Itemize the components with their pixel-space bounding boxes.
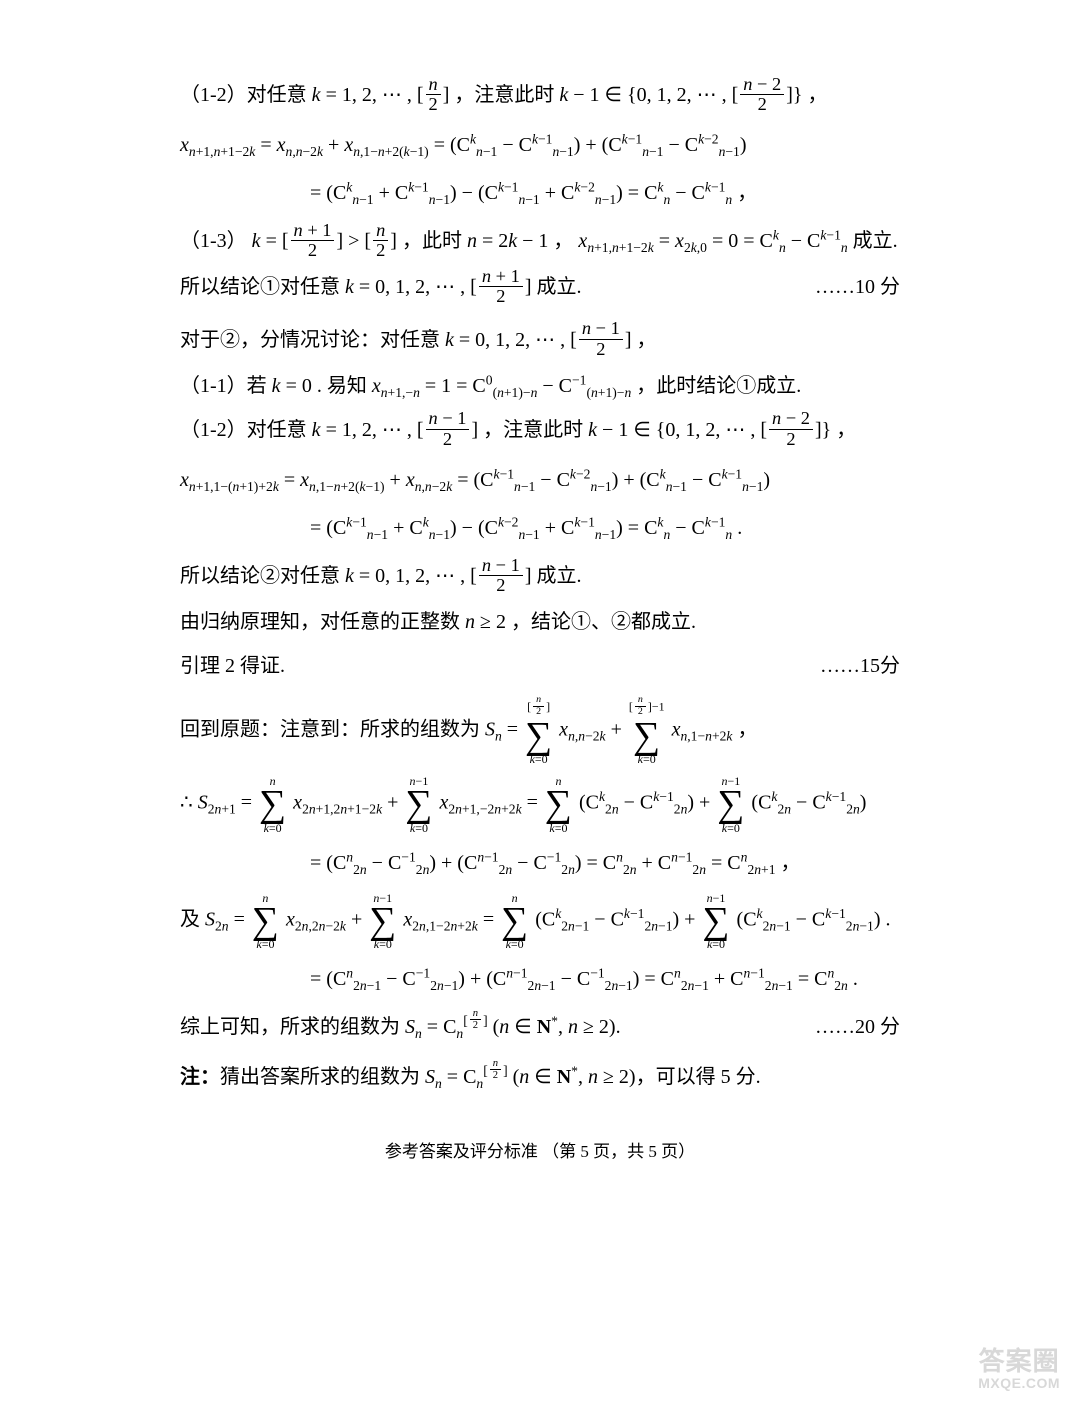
- proof-note: 注：猜出答案所求的组数为 Sn = Cn[n2] (n ∈ N*, n ≥ 2)…: [180, 1058, 900, 1096]
- proof-line: 所以结论②对任意 k = 0, 1, 2, ⋯ , [n − 12] 成立.: [180, 557, 900, 597]
- watermark-en: MXQE.COM: [978, 1376, 1060, 1391]
- watermark: 答案圈 MXQE.COM: [978, 1347, 1060, 1391]
- proof-line: （1-2）对任意 k = 1, 2, ⋯ , [n2] ，注意此时 k − 1 …: [180, 76, 900, 116]
- proof-line: 由归纳原理知，对任意的正整数 n ≥ 2 ，结论①、②都成立.: [180, 603, 900, 641]
- proof-equation-cont: = (Ckn−1 + Ck−1n−1) − (Ck−1n−1 + Ck−2n−1…: [180, 174, 900, 212]
- proof-equation: xn+1,1−(n+1)+2k = xn,1−n+2(k−1) + xn,n−2…: [180, 461, 900, 499]
- proof-line: 引理 2 得证. ……15分: [180, 647, 900, 685]
- proof-line: （1-3） k = [n + 12] > [n2] ，此时 n = 2k − 1…: [180, 222, 900, 262]
- proof-line: 综上可知，所求的组数为 Sn = Cn[n2] (n ∈ N*, n ≥ 2).…: [180, 1008, 900, 1046]
- proof-line: 回到原题：注意到：所求的组数为 Sn = [n2]∑k=0 xn,n−2k + …: [180, 697, 900, 765]
- score-marker-15: ……15分: [820, 647, 900, 685]
- proof-equation-cont: = (Ck−1n−1 + Ckn−1) − (Ck−2n−1 + Ck−1n−1…: [180, 509, 900, 547]
- score-marker-10: ……10 分: [815, 268, 900, 306]
- proof-line: （1-1）若 k = 0 . 易知 xn+1,−n = 1 = C0(n+1)−…: [180, 367, 900, 405]
- proof-line: （1-2）对任意 k = 1, 2, ⋯ , [n − 12] ，注意此时 k …: [180, 411, 900, 451]
- proof-line: 对于②，分情况讨论：对任意 k = 0, 1, 2, ⋯ , [n − 12] …: [180, 321, 900, 361]
- watermark-cn: 答案圈: [978, 1347, 1060, 1376]
- proof-equation: 及 S2n = n∑k=0 x2n,2n−2k + n−1∑k=0 x2n,1−…: [180, 892, 900, 950]
- page-footer: 参考答案及评分标准 （第 5 页，共 5 页）: [180, 1136, 900, 1168]
- score-marker-20: ……20 分: [815, 1008, 900, 1046]
- proof-equation-cont: = (Cn2n − C−12n) + (Cn−12n − C−12n) = Cn…: [180, 844, 900, 882]
- proof-line: 所以结论①对任意 k = 0, 1, 2, ⋯ , [n + 12] 成立. ……: [180, 268, 900, 308]
- proof-equation: xn+1,n+1−2k = xn,n−2k + xn,1−n+2(k−1) = …: [180, 126, 900, 164]
- proof-equation-cont: = (Cn2n−1 − C−12n−1) + (Cn−12n−1 − C−12n…: [180, 960, 900, 998]
- proof-equation: ∴ S2n+1 = n∑k=0 x2n+1,2n+1−2k + n−1∑k=0 …: [180, 775, 900, 833]
